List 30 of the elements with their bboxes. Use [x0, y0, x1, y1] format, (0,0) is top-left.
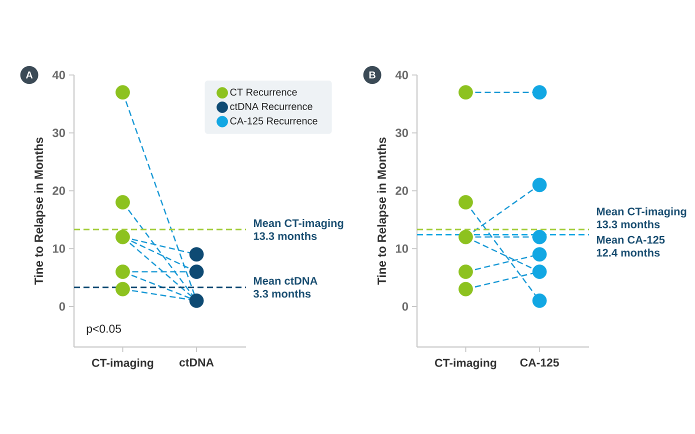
- y-tick-label: 40: [52, 70, 65, 80]
- annotation: p<0.05: [86, 324, 122, 336]
- x-tick-label: CA-125: [520, 358, 559, 367]
- x-tick-label: CT-imaging: [92, 358, 154, 370]
- y-axis-title: Tine to Relapse in Months: [377, 138, 388, 285]
- legend-label: ctDNA Recurrence: [230, 103, 312, 110]
- text: 13.3 months: [254, 232, 317, 240]
- ref-line-label: Mean CT-imaging: [596, 207, 686, 218]
- y-tick-label: 30: [395, 128, 408, 138]
- y-tick-label: 20: [52, 186, 65, 195]
- text: CA-125 Recurrence: [230, 117, 318, 124]
- y-tick-label: 10: [396, 244, 408, 253]
- y-axis-title: Tine to Relapse in Months: [34, 138, 46, 285]
- text: 13.3 months: [596, 220, 660, 228]
- y-tick-label: 10: [52, 244, 65, 253]
- legend-label: CT Recurrence: [230, 88, 297, 96]
- ref-line-label: Mean ctDNA: [254, 277, 318, 285]
- y-tick-label: 30: [52, 128, 65, 138]
- y-tick-label: 20: [396, 186, 408, 195]
- ref-line-label: Mean CT-imaging: [254, 219, 344, 230]
- text: 3.3 months: [253, 290, 311, 298]
- ref-line-label: Mean CA-125: [596, 236, 665, 244]
- y-tick-label: 0: [402, 302, 408, 311]
- text: A: [26, 72, 33, 78]
- y-tick-label: 40: [395, 70, 408, 80]
- text: B: [369, 72, 376, 78]
- x-tick-label: CT-imaging: [435, 358, 496, 370]
- x-tick-label: ctDNA: [180, 358, 214, 366]
- y-tick-label: 0: [59, 302, 65, 311]
- text: 12.4 months: [596, 248, 660, 257]
